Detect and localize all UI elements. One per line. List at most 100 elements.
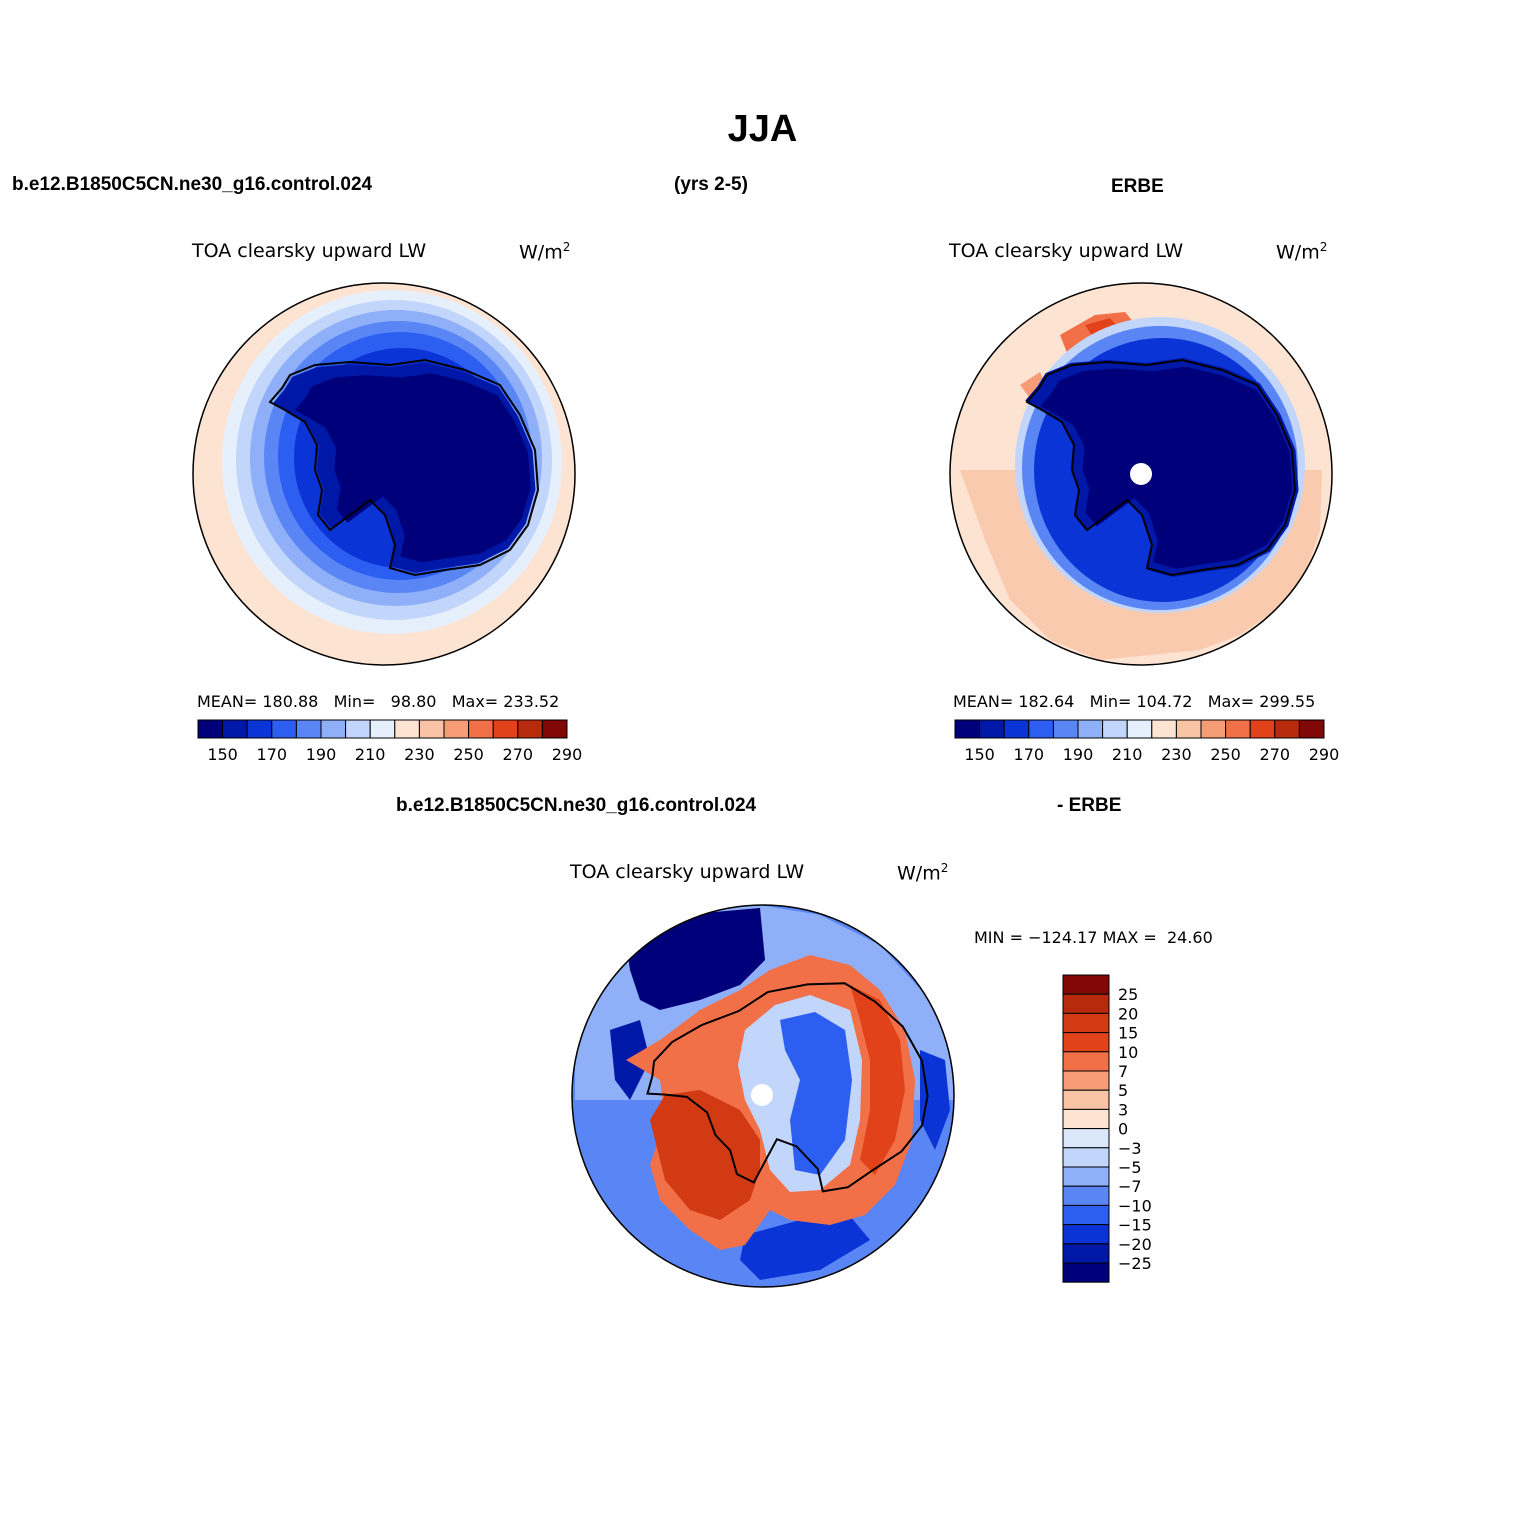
diff-units-sup: 2 [940,861,949,875]
diff-colorbar-box [1062,1089,1110,1110]
panel1-colorbar-box [320,719,347,739]
panel2-boundary [949,282,1333,666]
diff-colorbar-box [1062,1051,1110,1072]
panel1-boundary [192,282,576,666]
years-label: (yrs 2-5) [674,174,748,195]
diff-colorbar-box [1062,1070,1110,1091]
panel1-colorbar-box [468,719,494,739]
panel2-colorbar: 150 170 190 210 230 250 270 290 [954,719,1340,764]
diff-colorbar-box [1062,974,1110,995]
panel1-colorbar-box [443,719,470,739]
panel2-colorbar-box [979,719,1005,739]
panel1-mean-label: MEAN= [197,692,258,711]
diff-colorbar-tick-label: 25 [1118,985,1138,1004]
diff-max: 24.60 [1166,928,1213,947]
panel1-colorbar-box [541,719,568,739]
panel1-colorbar-box [345,719,371,739]
panel2-colorbar-tick-label: 170 [1014,745,1045,764]
diff-colorbar-box [1062,1032,1110,1053]
panel2-colorbar-box [1077,719,1104,739]
panel2-colorbar-box [954,719,981,739]
diff-colorbar-box [1062,1012,1110,1034]
panel1-colorbar-box [369,719,396,739]
diff-colorbar-tick-label: −7 [1118,1177,1142,1196]
panel1-colorbar-box [246,719,273,739]
diff-fill-minus10 [780,1012,852,1175]
case-name-label: b.e12.B1850C5CN.ne30_g16.control.024 [12,174,373,195]
diff-minmax: MIN = −124.17 MAX = 24.60 [974,928,1213,947]
diff-fill-minus15 [920,1050,950,1150]
diff-colorbar-tick-label: −5 [1118,1158,1142,1177]
panel1-min-label: Min= [333,692,376,711]
panel2-max: 299.55 [1259,692,1316,711]
panel2-colorbar-tick-label: 230 [1161,745,1192,764]
panel2-colorbar-box [1249,719,1276,739]
diff-colorbar-box [1062,1108,1110,1130]
panel2-colorbar-tick-label: 270 [1260,745,1291,764]
panel2-mean-label: MEAN= [953,692,1014,711]
panel2-colorbar-box [1126,719,1153,739]
panel2-colorbar-box [1151,719,1177,739]
diff-colorbar-box [1062,1204,1110,1226]
diff-colorbar-box [1062,1243,1110,1264]
panel1-colorbar: 150 170 190 210 230 250 270 290 [197,719,583,764]
diff-colorbar-box [1062,1262,1110,1283]
diff-colorbar-tick-label: −20 [1118,1235,1152,1254]
diff-colorbar-tick-label: 0 [1118,1120,1128,1139]
diff-colorbar-tick-label: −15 [1118,1216,1152,1235]
diff-boundary [571,904,955,1288]
panel1-colorbar-tick-label: 250 [453,745,484,764]
panel1-colorbar-box [271,719,297,739]
panel2-stats: MEAN= 182.64 Min= 104.72 Max= 299.55 [953,692,1315,711]
panel2-pole-hole [1130,463,1152,485]
panel2-units: W/m2 [1276,240,1327,263]
panel1-max-label: Max= [451,692,499,711]
diff-colorbar-box [1062,1185,1110,1206]
diff-colorbar-tick-label: −25 [1118,1254,1152,1273]
panel1-colorbar-box [394,719,420,739]
panel2-colorbar-box [1274,719,1300,739]
diff-case-name-label: b.e12.B1850C5CN.ne30_g16.control.024 [396,795,757,816]
panel2-colorbar-box [1298,719,1325,739]
diff-max-label: MAX = [1102,928,1157,947]
panel1-units-sup: 2 [562,240,571,254]
panel1-colorbar-tick-label: 190 [306,745,337,764]
panel2-colorbar-box [1200,719,1227,739]
panel2-colorbar-tick-label: 190 [1063,745,1094,764]
panel1-colorbar-box [492,719,519,739]
panel2-units-sup: 2 [1319,240,1328,254]
panel1-colorbar-box [517,719,543,739]
panel2-colorbar-box [1028,719,1054,739]
panel1-colorbar-tick-label: 270 [503,745,534,764]
panel1-variable-title: TOA clearsky upward LW [192,240,427,262]
diff-colorbar-box [1062,993,1110,1014]
panel1-min: 98.80 [390,692,437,711]
panel1-units-text: W/m [519,241,563,264]
panel2-colorbar-tick-label: 250 [1210,745,1241,764]
panel2-colorbar-tick-label: 290 [1309,745,1340,764]
panel2-mean: 182.64 [1018,692,1075,711]
figure-title: JJA [727,108,798,150]
diff-units: W/m2 [897,861,948,884]
panel1-colorbar-tick-label: 150 [207,745,238,764]
diff-colorbar-tick-label: −10 [1118,1196,1152,1215]
panel1-mean: 180.88 [262,692,319,711]
panel1-colorbar-tick-label: 170 [257,745,288,764]
diff-fill-20 [650,1090,760,1220]
panel1-colorbar-box [418,719,445,739]
panel2-colorbar-box [1102,719,1128,739]
diff-fill-minus15-b [740,1210,870,1280]
panel1-colorbar-tick-label: 290 [552,745,583,764]
panel1-stats: MEAN= 180.88 Min= 98.80 Max= 233.52 [197,692,559,711]
panel2-min-label: Min= [1089,692,1132,711]
diff-obs-label: - ERBE [1057,795,1122,816]
diff-min-label: MIN = [974,928,1023,947]
diff-colorbar-box [1062,1147,1110,1168]
panel2-units-text: W/m [1276,241,1320,264]
panel2-max-label: Max= [1207,692,1255,711]
panel1-units: W/m2 [519,240,570,263]
panel1-colorbar-box [222,719,248,739]
panel1-map [192,282,576,666]
diff-colorbar-tick-label: −3 [1118,1139,1142,1158]
